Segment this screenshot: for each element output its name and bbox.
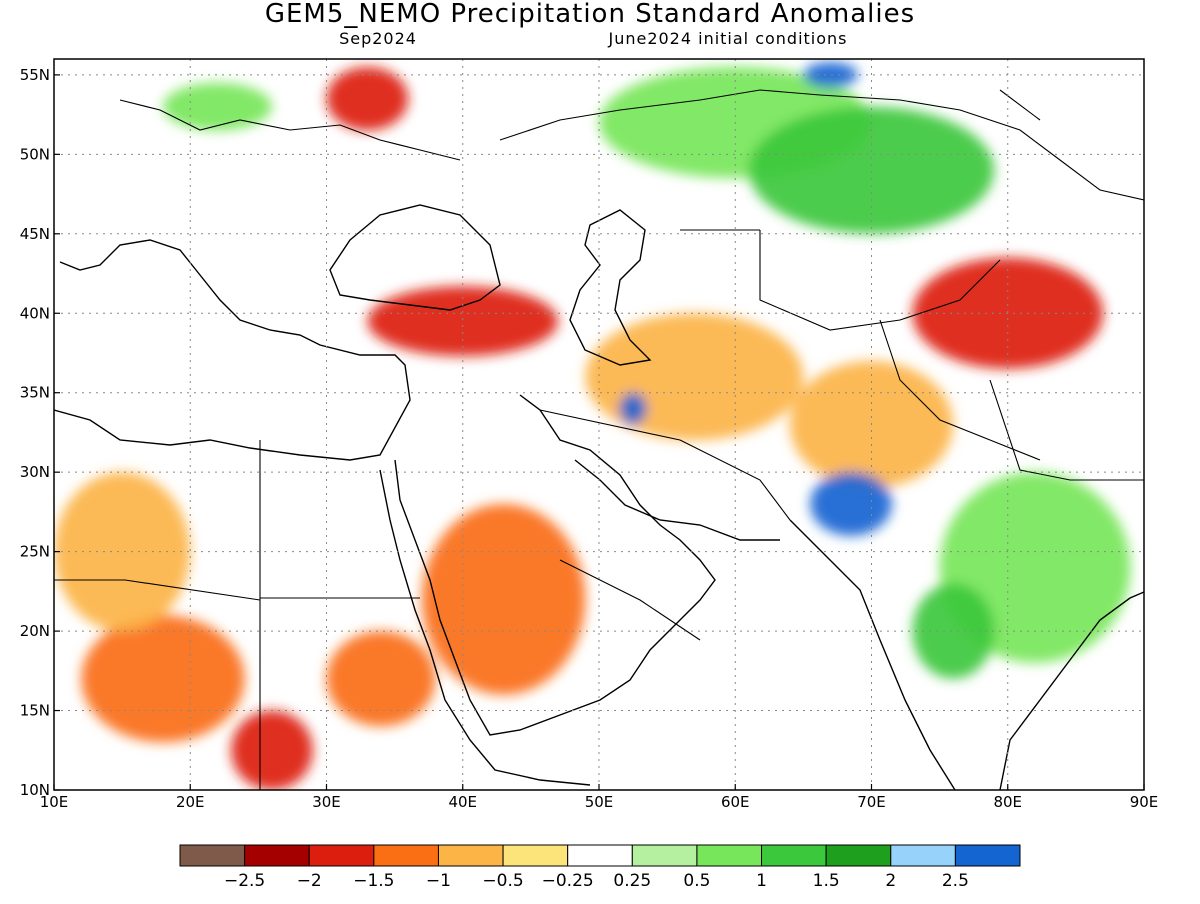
national-borders-north — [119, 89, 1144, 201]
colorbar-swatch-6 — [567, 844, 633, 867]
national-borders — [54, 229, 1144, 790]
tick-label-lon-70: 70E — [857, 793, 886, 811]
anomaly-field — [54, 62, 1131, 790]
anomaly-region-14 — [912, 583, 995, 679]
colorbar-label-11: 2.5 — [942, 871, 969, 891]
colorbar-label-2: −1.5 — [353, 871, 394, 891]
tick-label-lon-10: 10E — [40, 793, 69, 811]
colorbar-swatch-2 — [308, 844, 375, 867]
colorbar-swatch-7 — [631, 844, 698, 867]
colorbar-label-0: −2.5 — [224, 871, 265, 891]
colorbar-swatch-4 — [437, 844, 504, 867]
anomaly-region-9 — [54, 472, 191, 632]
colorbar-swatch-1 — [244, 844, 310, 867]
colorbar-label-6: 0.25 — [613, 871, 651, 891]
tick-label-lat-20: 20N — [20, 622, 50, 640]
colorbar-legend: −2.5 −2 −1.5 −1 −0.5 −0.25 0.25 0.5 1 1.5 2 2.5 — [179, 844, 1021, 891]
map-title: GEM5_NEMO Precipitation Standard Anomali… — [265, 0, 915, 29]
coastline-red-sea — [394, 394, 716, 736]
tick-label-lat-25: 25N — [20, 543, 50, 561]
colorbar-label-7: 0.5 — [683, 871, 710, 891]
tick-label-lat-40: 40N — [20, 304, 50, 322]
map-gridlines — [54, 59, 1144, 790]
tick-label-lat-15: 15N — [20, 702, 50, 720]
coastline-black-sea — [329, 204, 501, 311]
colorbar-swatch-9 — [761, 844, 827, 867]
tick-label-lon-40: 40E — [448, 793, 477, 811]
colorbar-swatch-3 — [373, 844, 439, 867]
colorbar-swatch-0 — [179, 844, 246, 867]
colorbar-swatch-11 — [890, 844, 956, 867]
colorbar-swatch-8 — [696, 844, 763, 867]
coastline-india — [789, 519, 1144, 790]
map-plot-area — [53, 58, 1145, 791]
colorbar-swatch-5 — [502, 844, 569, 867]
latitude-axis: 10N 15N 20N 25N 30N 35N 40N 45N 50N 55N — [20, 66, 60, 799]
anomaly-region-1 — [367, 286, 559, 357]
anomaly-region-12 — [810, 472, 892, 536]
coastlines-and-borders — [54, 89, 1144, 790]
map-subtitle-left: Sep2024 — [339, 29, 417, 48]
colorbar-label-10: 2 — [885, 871, 896, 891]
colorbar-label-5: −0.25 — [542, 871, 594, 891]
colorbar-label-9: 1.5 — [813, 871, 840, 891]
tick-label-lon-20: 20E — [176, 793, 205, 811]
colorbar-label-3: −1 — [426, 871, 451, 891]
coastline-caspian-sea — [569, 209, 652, 366]
anomaly-region-11 — [748, 106, 995, 234]
anomaly-region-17 — [803, 62, 858, 88]
tick-label-lon-80: 80E — [993, 793, 1022, 811]
map-subtitle-right: June2024 initial conditions — [607, 29, 847, 48]
colorbar-swatch-12 — [954, 844, 1021, 867]
tick-label-lon-50: 50E — [585, 793, 614, 811]
coastline-persian-gulf — [574, 459, 780, 541]
tick-label-lat-10: 10N — [20, 781, 50, 799]
coastline-africa-horn — [379, 469, 591, 786]
tick-label-lon-90: 90E — [1130, 793, 1159, 811]
tick-label-lon-60: 60E — [721, 793, 750, 811]
longitude-axis: 10E 20E 30E 40E 50E 60E 70E 80E 90E — [40, 784, 1159, 811]
colorbar-swatch-10 — [825, 844, 892, 867]
anomaly-region-15 — [619, 392, 647, 425]
colorbar-label-1: −2 — [297, 871, 322, 891]
tick-label-lat-30: 30N — [20, 463, 50, 481]
anomaly-region-4 — [326, 631, 436, 727]
anomaly-region-5 — [421, 503, 586, 695]
tick-label-lat-55: 55N — [20, 66, 50, 84]
colorbar-label-4: −0.5 — [482, 871, 523, 891]
anomaly-region-7 — [585, 313, 804, 441]
coastline-mediterranean — [54, 239, 411, 461]
anomaly-region-0 — [326, 66, 409, 131]
anomaly-region-3 — [231, 710, 313, 790]
tick-label-lat-35: 35N — [20, 384, 50, 402]
anomaly-region-6 — [81, 615, 245, 743]
tick-label-lat-45: 45N — [20, 225, 50, 243]
tick-label-lon-30: 30E — [312, 793, 341, 811]
tick-label-lat-50: 50N — [20, 145, 50, 163]
colorbar-label-8: 1 — [756, 871, 767, 891]
